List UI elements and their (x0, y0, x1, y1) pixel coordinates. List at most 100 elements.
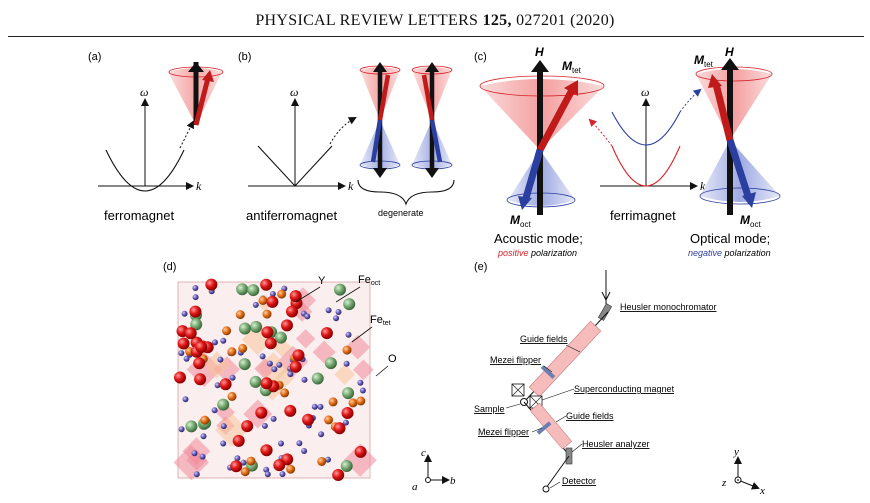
d-yttrium-atom (343, 298, 356, 311)
d-oxygen-atom (220, 337, 227, 344)
c-caption: ferrimagnet (610, 208, 676, 223)
d-oxygen-atom (263, 466, 270, 473)
d-crystal-structure (173, 278, 377, 481)
d-polyhedron (215, 402, 235, 422)
e-guide1-label: Guide fields (520, 334, 568, 344)
d-polyhedron (186, 351, 222, 388)
panel-c: (c) H Mtet Moct Acoustic mode; positive … (474, 45, 781, 258)
d-yttrium-atom (190, 318, 203, 331)
d-oxygen-atom (287, 371, 294, 378)
d-axis-a: a (412, 481, 418, 493)
d-fe-tet-atom (240, 467, 250, 477)
b-spin-pair-left (359, 62, 401, 178)
d-yttrium-atom (238, 358, 251, 371)
e-monochromator (597, 303, 613, 321)
d-polyhedron (289, 287, 316, 314)
d-oxygen-atom (269, 291, 276, 297)
d-oxygen-atom (276, 361, 283, 368)
d-fe-oct-atom (260, 377, 273, 390)
d-oxygen-atom (270, 415, 277, 422)
d-fe-oct-atom (332, 469, 345, 481)
d-oxygen-atom (343, 360, 350, 367)
d-crystal-axes: c a b (412, 447, 456, 493)
b-caption: antiferromagnet (246, 208, 337, 223)
d-oxygen-atom (342, 419, 349, 426)
e-beam-to-detector (545, 455, 570, 489)
d-oxygen-atom (345, 331, 352, 338)
e-analyzer-label: Heusler analyzer (582, 439, 650, 449)
d-fe-oct-atom (281, 319, 293, 332)
d-oxygen-atom (182, 396, 189, 403)
d-fe-tet-atom (324, 415, 334, 425)
d-oxygen-atom (217, 356, 224, 363)
d-yttrium-atom (334, 283, 346, 296)
journal-volume: 125, (482, 12, 512, 29)
c-acoustic-mode-cones (479, 60, 605, 215)
article-number: 027201 (2020) (516, 12, 615, 29)
d-fe-oct-atom (292, 349, 305, 362)
d-yttrium-atom (247, 284, 260, 297)
d-fe-oct-atom (194, 373, 207, 386)
e-mezei-flipper-1 (540, 365, 556, 379)
d-axis-b: b (450, 475, 456, 487)
d-fe-oct-atom (174, 371, 186, 384)
d-fe-tet-atom (317, 457, 327, 466)
a-spin-cone (168, 62, 224, 126)
d-oxygen-atom (220, 423, 227, 430)
d-oxygen-atom (178, 426, 185, 433)
d-fe-oct-atom (284, 404, 297, 417)
panel-d-label: (d) (163, 261, 176, 273)
d-yttrium-atom (185, 420, 198, 433)
d-fe-tet-atom (222, 326, 232, 336)
d-fe-oct-atom (264, 337, 277, 350)
b-brace-label: degenerate (378, 208, 424, 218)
d-oxygen-atom (214, 382, 221, 389)
d-fe-oct-atom (205, 278, 218, 291)
a-omega-label: ω (140, 85, 148, 99)
d-yttrium-atom (250, 320, 263, 333)
d-polyhedron (353, 359, 374, 381)
d-polyhedron (334, 364, 356, 385)
c-optical-dashed-arrow (679, 88, 702, 113)
d-oxygen-atom (279, 471, 286, 478)
d-oxygen-atom (192, 285, 199, 291)
d-polyhedron (295, 329, 316, 349)
d-oxygen-atom (271, 366, 278, 373)
d-fe-tet-atom (328, 397, 338, 407)
d-yttrium-atom (217, 398, 230, 411)
b-spin-pair-right (411, 62, 453, 178)
c-acoustic-polarization: positive polarization (497, 248, 577, 258)
journal-name: PHYSICAL REVIEW LETTERS (255, 12, 479, 29)
e-guide2-label: Guide fields (566, 411, 614, 421)
d-fe-oct-atom (241, 420, 254, 433)
d-fe-oct-atom (230, 460, 243, 473)
d-oxygen-atom (193, 471, 200, 478)
panel-e-label: (e) (474, 261, 487, 273)
e-detector (542, 485, 550, 493)
panel-e: (e) Heusler monochromator Guide fields M… (474, 261, 765, 497)
e-flipper2-label: Mezei flipper (478, 427, 529, 437)
c-optical-mode-cones (695, 58, 781, 215)
d-oxygen-atom (183, 355, 190, 362)
d-Fetet-label: Fetet (370, 314, 391, 327)
d-O-label: O (388, 353, 397, 365)
panel-b: (b) ω k deg (238, 51, 455, 223)
c-acoustic-caption: Acoustic mode; (494, 231, 583, 246)
panel-c-label: (c) (474, 51, 487, 63)
panel-b-label: (b) (238, 51, 251, 63)
panel-d: (d) Y Feoct Fetet O c a b (163, 261, 456, 493)
e-guide-fields-1 (528, 320, 602, 398)
d-fe-tet-atom (286, 464, 296, 474)
d-oxygen-atom (178, 350, 185, 357)
c-omega-label: ω (641, 85, 649, 99)
d-oxygen-atom (325, 307, 332, 314)
d-oxygen-atom (181, 310, 188, 317)
d-fe-oct-atom (193, 357, 206, 370)
c-optical-Moct-label: Moct (740, 213, 761, 229)
e-axis-z: z (721, 477, 727, 489)
b-dashed-arrow (329, 117, 357, 145)
c-optical-Mtet-label: Mtet (694, 53, 714, 69)
d-fe-tet-atom (227, 347, 237, 357)
c-optical-caption: Optical mode; (690, 231, 770, 246)
